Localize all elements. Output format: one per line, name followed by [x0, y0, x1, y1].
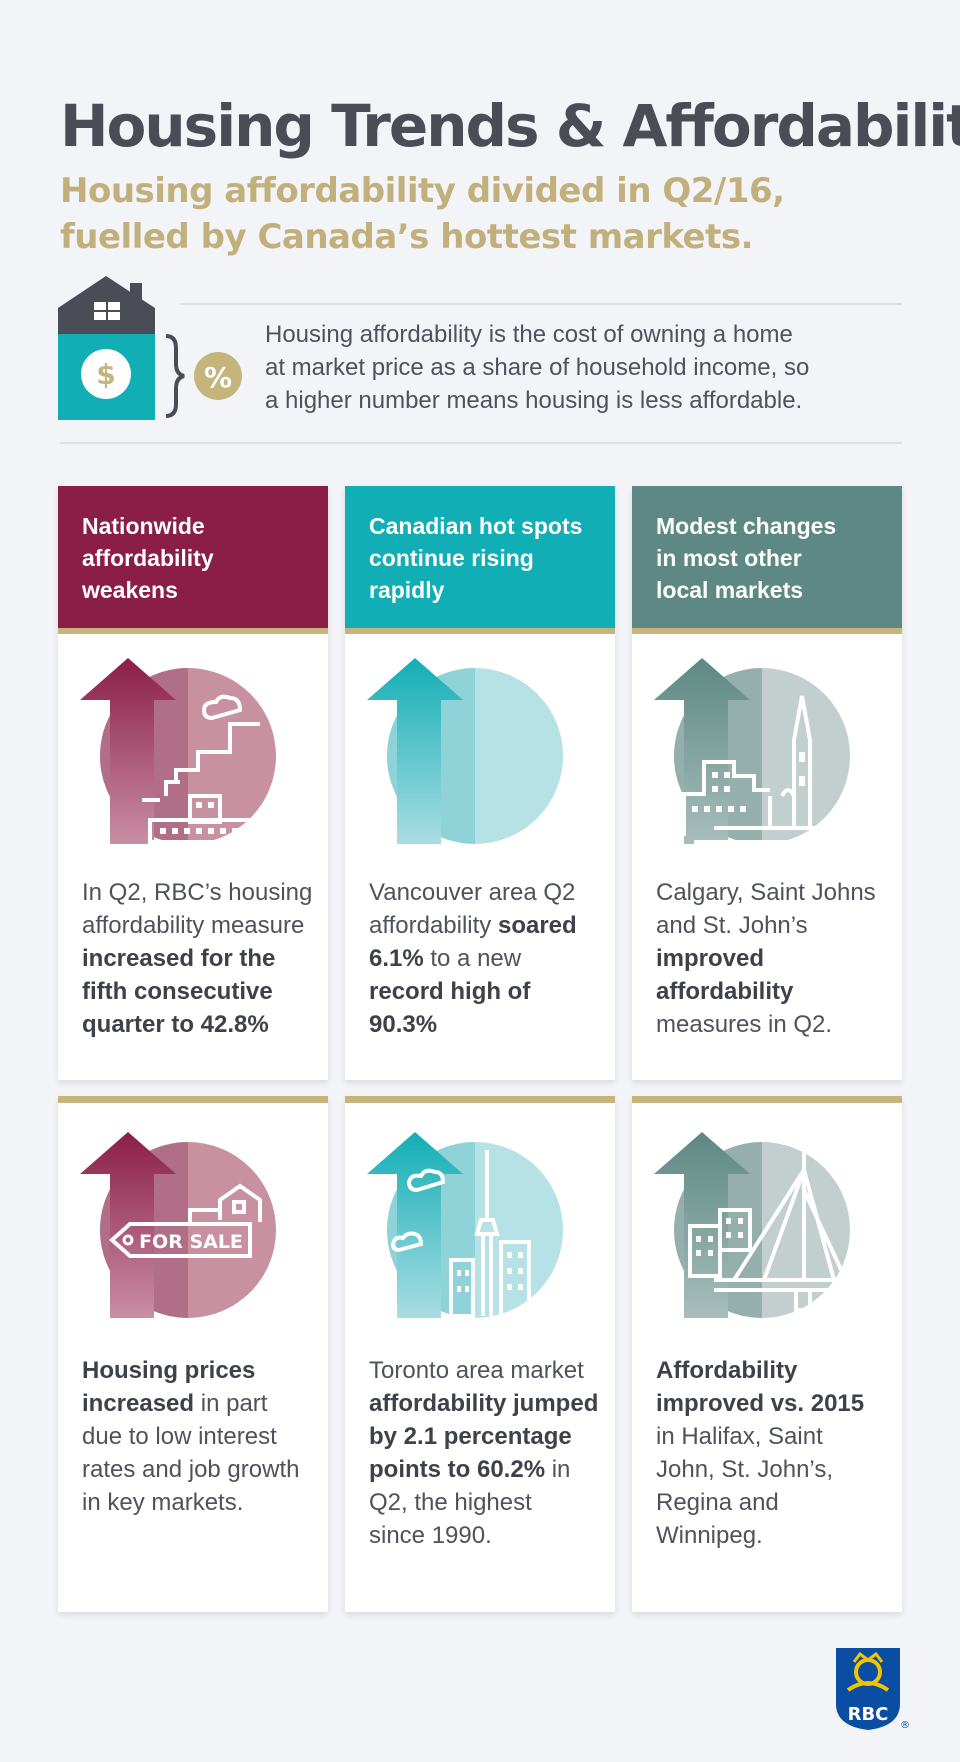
text-bold: affordability [656, 978, 794, 1005]
heading-line: Canadian hot spots [369, 513, 583, 539]
card-text-hot-spots: Vancouver area Q2 affordability soared 6… [369, 876, 605, 1041]
card-toronto: Toronto area market affordability jumped… [345, 1096, 615, 1612]
text-line: in Halifax, Saint [656, 1423, 823, 1450]
heading-line: rapidly [369, 577, 445, 603]
page-title: Housing Trends & Affordability [60, 92, 960, 160]
heading-line: Nationwide [82, 513, 205, 539]
text-line: in key markets. [82, 1489, 244, 1516]
text-bold: 90.3% [369, 1011, 438, 1038]
column-heading-modest-changes: Modest changes in most other local marke… [632, 486, 902, 634]
text-line: Regina and [656, 1489, 779, 1516]
intro-line-3: a higher number means housing is less af… [265, 387, 803, 414]
intro-bottom-rule [60, 442, 902, 444]
registered-mark: ® [900, 1720, 910, 1731]
heading-line: continue rising [369, 545, 534, 571]
house-dollar-icon: $ % [58, 276, 242, 420]
church-city-icon [654, 658, 850, 844]
text-bold: improved vs. 2015 [656, 1390, 865, 1417]
for-sale-text: FOR SALE [139, 1231, 243, 1253]
text-line: increased for the [82, 945, 276, 972]
text-line: quarter to 42.8% [82, 1011, 269, 1038]
card-top-bar [345, 1096, 615, 1103]
text-line: Vancouver area Q2 [369, 879, 576, 906]
intro-line-2: at market price as a share of household … [265, 354, 810, 381]
heading-line: local markets [656, 577, 804, 603]
column-heading-nationwide: Nationwide affordability weakens [58, 486, 328, 634]
card-text-housing-prices: Housing prices increased in part due to … [82, 1354, 318, 1519]
rising-city-icon [80, 658, 276, 844]
card-top-bar [632, 1096, 902, 1103]
card-text-modest-changes: Calgary, Saint Johns and St. John’s impr… [656, 876, 892, 1041]
text-line: affordability measure [82, 912, 305, 939]
page-subtitle: Housing affordability divided in Q2/16, … [60, 168, 920, 260]
logo-text: RBC [848, 1704, 889, 1725]
subtitle-line-2: fuelled by Canada’s hottest markets. [60, 217, 754, 257]
text-line: to a new [423, 945, 522, 972]
text-bold: soared [497, 912, 577, 939]
text-line: rates and job growth [82, 1456, 300, 1483]
text-line: Toronto area market [369, 1357, 584, 1384]
text-line: and St. John’s [656, 912, 808, 939]
text-line: due to low interest [82, 1423, 277, 1450]
card-nationwide: Nationwide affordability weakens In Q2 [58, 486, 328, 1080]
heading-line: in most other [656, 545, 802, 571]
intro-text: Housing affordability is the cost of own… [265, 318, 905, 417]
bridge-city-icon [654, 1132, 850, 1318]
text-line: in [545, 1456, 571, 1483]
text-line: Calgary, Saint Johns [656, 879, 876, 906]
subtitle-line-1: Housing affordability divided in Q2/16, [60, 171, 785, 211]
text-bold: affordability jumped [369, 1390, 599, 1417]
card-hot-spots: Canadian hot spots continue rising rapid… [345, 486, 615, 1080]
card-top-bar [58, 1096, 328, 1103]
text-line: Q2, the highest [369, 1489, 532, 1516]
rising-arrow-icon [367, 658, 563, 844]
text-line: In Q2, RBC’s housing [82, 879, 313, 906]
text-line: since 1990. [369, 1522, 492, 1549]
column-heading-hot-spots: Canadian hot spots continue rising rapid… [345, 486, 615, 634]
text-line: measures in Q2. [656, 1011, 833, 1038]
heading-line: Modest changes [656, 513, 837, 539]
text-bold: points to 60.2% [369, 1456, 546, 1483]
text-line: John, St. John’s, [656, 1456, 833, 1483]
percent-symbol: % [204, 361, 232, 394]
intro-line-1: Housing affordability is the cost of own… [265, 321, 793, 348]
dollar-symbol: $ [96, 358, 115, 391]
intro-top-rule [180, 303, 902, 305]
text-bold: by 2.1 percentage [369, 1423, 572, 1450]
text-bold: increased [82, 1390, 195, 1417]
text-bold: improved [656, 945, 765, 972]
text-bold: Housing prices [82, 1357, 256, 1384]
card-text-nationwide: In Q2, RBC’s housing affordability measu… [82, 876, 318, 1041]
cn-tower-icon [367, 1132, 563, 1318]
text-line: fifth consecutive [82, 978, 273, 1005]
text-line: in part [194, 1390, 268, 1417]
card-housing-prices: FOR SALE Housing prices increased in par… [58, 1096, 328, 1612]
text-bold: record high of [369, 978, 531, 1005]
rbc-logo: RBC ® [836, 1648, 910, 1731]
card-text-toronto: Toronto area market affordability jumped… [369, 1354, 605, 1552]
card-modest-changes: Modest changes in most other local marke… [632, 486, 902, 1080]
for-sale-sign-icon: FOR SALE [80, 1132, 276, 1318]
heading-line: affordability [82, 545, 214, 571]
text-line: affordability [369, 912, 498, 939]
text-line: Winnipeg. [656, 1522, 763, 1549]
card-improved-2015: Affordability improved vs. 2015 in Halif… [632, 1096, 902, 1612]
text-bold: 6.1% [369, 945, 424, 972]
text-bold: Affordability [656, 1357, 798, 1384]
heading-line: weakens [82, 577, 178, 603]
card-text-improved-2015: Affordability improved vs. 2015 in Halif… [656, 1354, 892, 1552]
